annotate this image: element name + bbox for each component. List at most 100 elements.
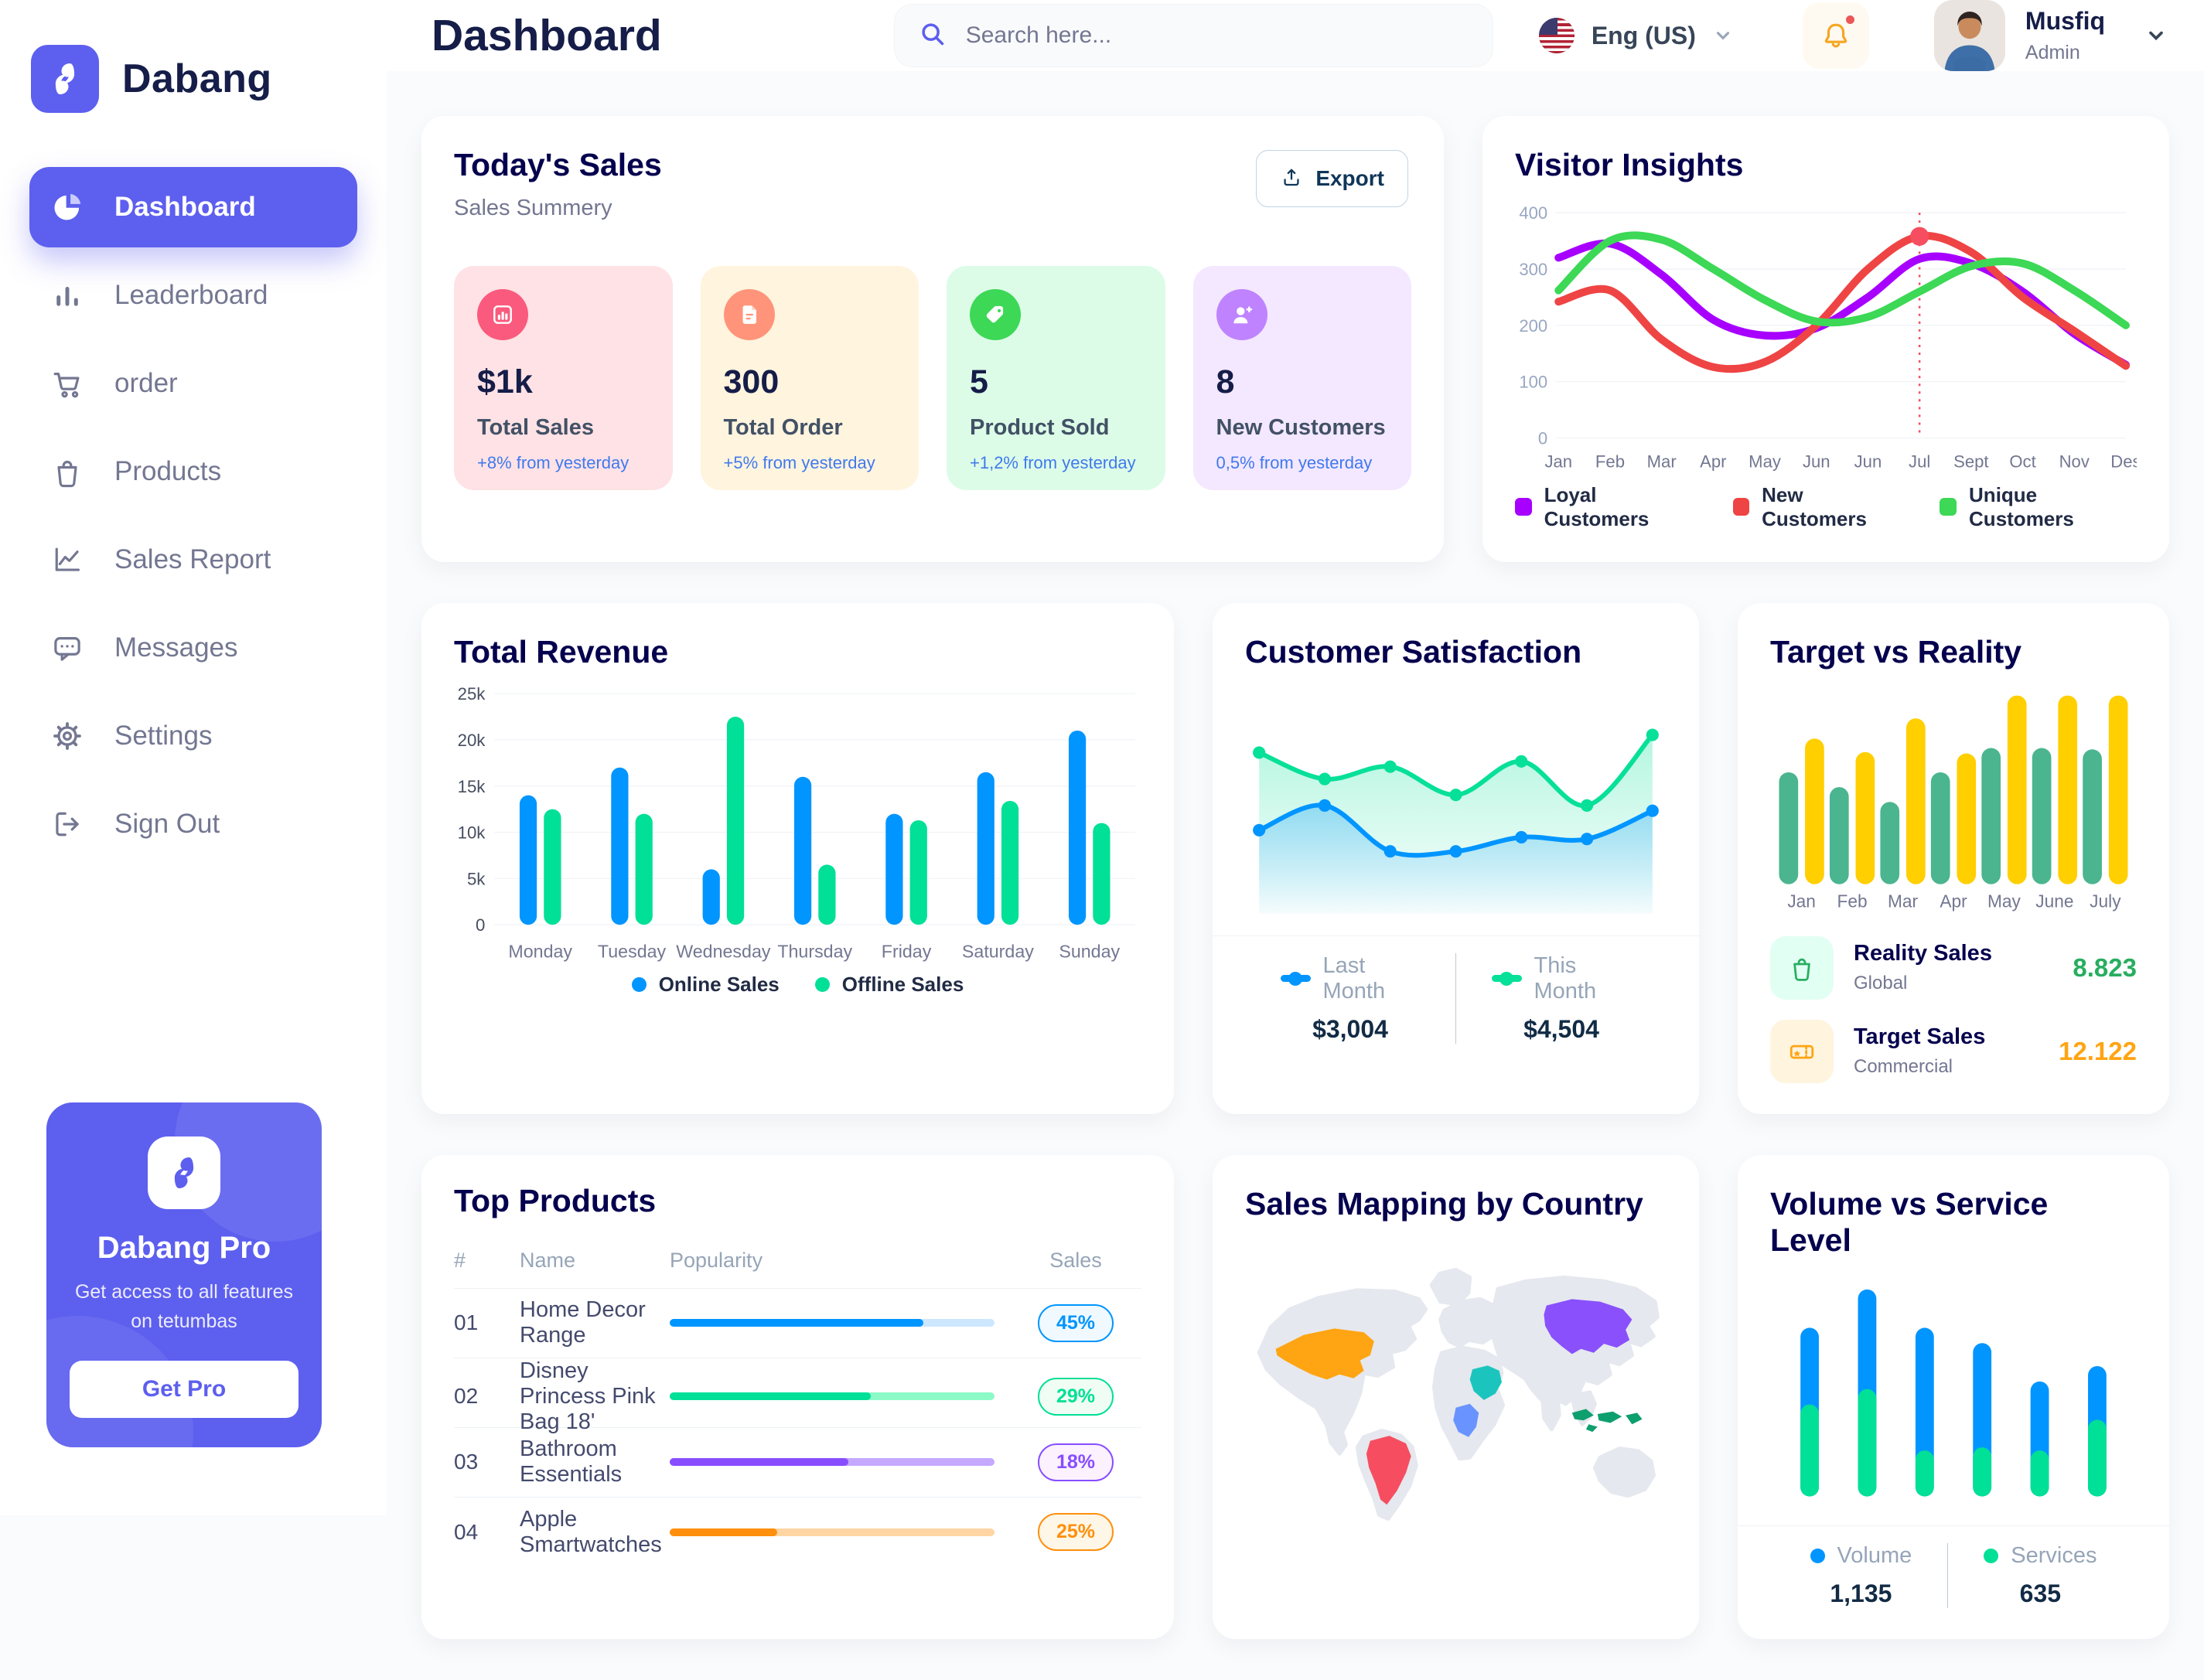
legend-item: New Customers xyxy=(1732,482,1905,531)
svg-text:Friday: Friday xyxy=(882,941,932,961)
stat-value: 300 xyxy=(723,363,780,400)
svg-text:Wednesday: Wednesday xyxy=(676,941,771,961)
sidebar-item-settings[interactable]: Settings xyxy=(29,696,357,776)
legend-swatch xyxy=(1492,971,1522,986)
popularity-bar xyxy=(670,1458,995,1467)
product-name: Home Decor Range xyxy=(520,1297,646,1348)
card-title: Volume vs Service Level xyxy=(1770,1185,2049,1258)
notification-badge xyxy=(1843,13,1857,26)
stat-delta: 0,5% from yesterday xyxy=(1216,453,1373,472)
sidebar-item-label: Settings xyxy=(114,721,213,751)
sales-badge: 25% xyxy=(1037,1513,1114,1552)
notifications-button[interactable] xyxy=(1802,2,1869,69)
svg-text:Nov: Nov xyxy=(2059,452,2090,472)
chevron-down-icon xyxy=(2149,31,2163,41)
product-number: 04 xyxy=(454,1519,479,1544)
sidebar-item-sign-out[interactable]: Sign Out xyxy=(29,784,357,864)
us-flag-icon xyxy=(1538,18,1575,53)
svg-text:5k: 5k xyxy=(467,869,486,888)
sign-out-icon xyxy=(49,806,85,842)
product-number: 01 xyxy=(454,1310,479,1335)
legend-label: Unique Customers xyxy=(1969,482,2074,530)
shopping-cart-icon xyxy=(49,366,85,401)
stat-label: Product Sold xyxy=(970,415,1110,440)
user-profile[interactable]: Musfiq Admin xyxy=(1933,0,2167,71)
sidebar-item-label: Sales Report xyxy=(114,544,271,574)
card-title: Visitor Insights xyxy=(1515,147,1744,182)
user-info: Musfiq Admin xyxy=(2025,7,2105,64)
bell-icon xyxy=(1824,23,1847,48)
sidebar-item-products[interactable]: Products xyxy=(29,431,357,512)
map-greenland xyxy=(1429,1267,1472,1307)
svg-text:Mar: Mar xyxy=(1647,452,1677,472)
legend-label: Loyal Customers xyxy=(1544,482,1650,530)
legend-swatch xyxy=(1515,498,1532,516)
search-input[interactable] xyxy=(965,22,1469,49)
divider xyxy=(1213,935,1699,936)
price-tag-icon xyxy=(970,289,1021,340)
svg-text:Sunday: Sunday xyxy=(1059,941,1120,961)
svg-text:Oct: Oct xyxy=(2009,452,2035,472)
product-name: Apple Smartwatches xyxy=(520,1506,662,1557)
user-name: Musfiq xyxy=(2025,7,2105,35)
svg-text:Saturday: Saturday xyxy=(962,941,1034,961)
map-country-united-states[interactable] xyxy=(1275,1328,1374,1380)
export-button[interactable]: Export xyxy=(1256,150,1408,207)
svg-text:300: 300 xyxy=(1519,260,1547,279)
legend-sublabel: Commercial xyxy=(1854,1056,1953,1078)
legend-label: Target Sales xyxy=(1854,1024,1986,1050)
map-country-china[interactable] xyxy=(1544,1299,1633,1355)
map-country-dr-congo[interactable] xyxy=(1453,1403,1479,1437)
legend-item: Target Sales Commercial 12.122 xyxy=(1770,1019,2137,1083)
get-pro-button[interactable]: Get Pro xyxy=(70,1361,299,1418)
stat-value: 8 xyxy=(1216,363,1235,400)
svg-text:10k: 10k xyxy=(458,823,486,842)
chat-bubble-icon xyxy=(49,630,85,666)
map-country-saudi-arabia[interactable] xyxy=(1469,1365,1502,1400)
language-selector[interactable]: Eng (US) xyxy=(1538,18,1733,53)
table-row: 01 Home Decor Range 45% xyxy=(454,1289,1141,1358)
product-name: Bathroom Essentials xyxy=(520,1436,623,1487)
pro-upgrade-card: Dabang Pro Get access to all features on… xyxy=(46,1102,322,1447)
map-country-brazil[interactable] xyxy=(1366,1435,1411,1505)
legend-item: Loyal Customers xyxy=(1515,483,1697,531)
legend-swatch xyxy=(1940,498,1957,516)
svg-text:Feb: Feb xyxy=(1837,891,1868,911)
svg-text:Apr: Apr xyxy=(1700,452,1726,472)
legend-label: Reality Sales xyxy=(1854,941,1992,966)
legend-swatch xyxy=(814,977,830,993)
legend-label: New Customers xyxy=(1762,482,1867,530)
legend-swatch xyxy=(1810,1549,1825,1564)
legend-item: Offline Sales xyxy=(814,973,964,997)
svg-text:Monday: Monday xyxy=(508,941,572,961)
stat-value: $1k xyxy=(477,363,533,400)
upload-icon xyxy=(1284,169,1299,186)
map-country-indonesia[interactable] xyxy=(1571,1409,1643,1433)
volume-service-card: Volume vs Service Level Volume 1,135 xyxy=(1738,1154,2169,1640)
product-number: 02 xyxy=(454,1384,479,1409)
card-title: Customer Satisfaction xyxy=(1245,633,1582,670)
legend-item: Unique Customers xyxy=(1940,483,2137,531)
today-sales-card: Today's Sales Sales Summery Export xyxy=(421,116,1444,562)
sales-badge: 29% xyxy=(1037,1377,1114,1416)
sidebar-item-leaderboard[interactable]: Leaderboard xyxy=(29,255,357,336)
search-bar[interactable] xyxy=(893,4,1493,67)
col-sales: Sales xyxy=(1049,1248,1102,1272)
sidebar-item-sales-report[interactable]: Sales Report xyxy=(29,520,357,600)
svg-text:Jan: Jan xyxy=(1544,452,1572,472)
legend-label: Online Sales xyxy=(658,973,780,997)
svg-text:0: 0 xyxy=(476,915,485,935)
brand-name: Dabang xyxy=(122,56,272,101)
stat-card-new-customers: 8 New Customers 0,5% from yesterday xyxy=(1192,266,1411,490)
visitor-insights-chart: 0 100 200 300 400 Jan Feb Mar Apr May Jun Jun Jul Sep… xyxy=(1515,197,2137,477)
sidebar-item-messages[interactable]: Messages xyxy=(29,608,357,688)
sidebar-item-order[interactable]: order xyxy=(29,343,357,424)
pro-description: Get access to all features on tetumbas xyxy=(74,1281,294,1332)
svg-text:200: 200 xyxy=(1519,316,1547,336)
legend-swatch xyxy=(631,977,647,993)
pro-title: Dabang Pro xyxy=(97,1231,271,1265)
legend-value: $4,504 xyxy=(1523,1014,1599,1043)
stat-label: New Customers xyxy=(1216,415,1386,440)
stat-card-total-sales: $1k Total Sales +8% from yesterday xyxy=(454,266,673,490)
sidebar-item-dashboard[interactable]: Dashboard xyxy=(29,167,357,247)
